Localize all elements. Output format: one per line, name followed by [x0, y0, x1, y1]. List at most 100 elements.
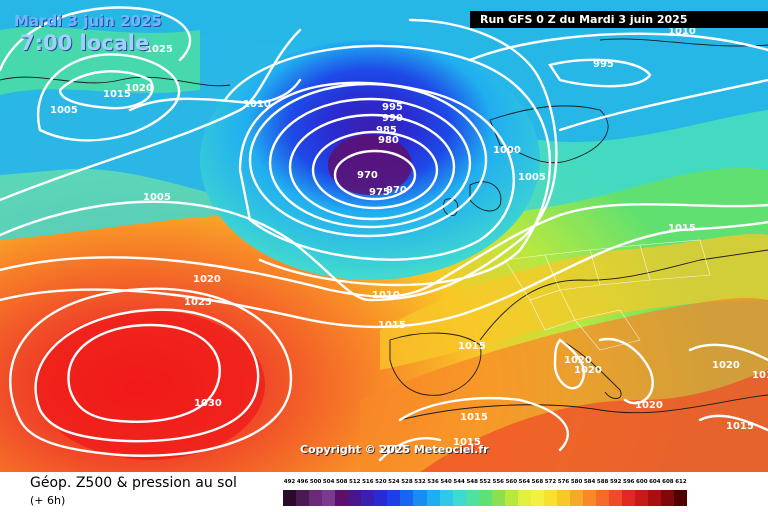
isobar-1015-greenland	[36, 53, 181, 142]
coast-arctic	[599, 38, 768, 47]
scale-swatch	[413, 490, 427, 506]
isobar-label: 995	[382, 102, 403, 113]
scale-swatch	[465, 490, 479, 506]
isobar-995-arctic	[548, 58, 652, 88]
isobar-1025	[34, 308, 260, 443]
isobar-label: 1020	[564, 355, 592, 366]
scale-value: 504	[322, 479, 335, 485]
legend-footer: Géop. Z500 & pression au sol (+ 6h) 492 4…	[0, 472, 768, 512]
scale-value: 604	[649, 479, 661, 485]
weather-map: 1025 1015 1020 1005 1010 995 990 985 980…	[0, 0, 768, 472]
scale-swatch	[478, 490, 492, 506]
isobar-985	[268, 97, 472, 229]
field-red-south	[420, 370, 768, 472]
scale-swatch	[374, 490, 388, 506]
isobar-label: 1020	[635, 400, 663, 411]
scale-swatch	[335, 490, 349, 506]
scale-swatch	[648, 490, 662, 506]
scale-value: 508	[335, 479, 348, 485]
scale-value: 544	[453, 479, 465, 485]
isobar-label: 990	[382, 113, 403, 124]
scale-value: 500	[309, 479, 322, 485]
scale-value: 600	[636, 479, 648, 485]
scale-value: 540	[440, 479, 452, 485]
scale-swatch	[348, 490, 362, 506]
isobar-1020-balkan	[598, 337, 654, 405]
isobar-980	[288, 113, 456, 221]
isobar-label: 1010	[668, 26, 696, 37]
isobar-1000	[223, 44, 552, 287]
isobar-1025-greenland	[0, 6, 192, 72]
footer-title: Géop. Z500 & pression au sol	[30, 475, 237, 491]
coast-iberia	[389, 332, 482, 396]
scale-value: 512	[349, 479, 361, 485]
copyright: Copyright © 2025 Meteociel.fr	[300, 443, 489, 456]
field-greenland-green	[0, 27, 200, 95]
coastlines	[0, 38, 768, 421]
scale-value: 536	[427, 479, 439, 485]
scale-value: 576	[557, 479, 570, 485]
isobar-label: 1010	[752, 370, 768, 381]
scale-swatch	[609, 490, 623, 506]
isobar-1020-greenland	[58, 70, 154, 110]
isobar-1010-north	[128, 78, 302, 112]
scale-value: 548	[466, 479, 478, 485]
isobar-label: 1020	[125, 83, 153, 94]
field-yellow-band	[380, 233, 768, 370]
isobar-label: 1005	[143, 192, 171, 203]
color-scale-bar	[283, 490, 753, 506]
scale-swatch	[491, 490, 505, 506]
coast-europe	[479, 249, 768, 341]
isobar-label: 985	[376, 125, 397, 136]
isobar-label: 1015	[458, 341, 486, 352]
coast-italy	[559, 339, 622, 399]
isobar-1005b	[0, 28, 768, 202]
scale-swatch	[596, 490, 610, 506]
scale-value: 524	[388, 479, 400, 485]
scale-value: 588	[596, 479, 609, 485]
scale-value: 556	[492, 479, 505, 485]
run-banner: Run GFS 0 Z du Mardi 3 juin 2025	[470, 11, 768, 28]
isobar-1030	[67, 323, 221, 423]
scale-swatch	[400, 490, 414, 506]
scale-value: 568	[531, 479, 544, 485]
scale-value: 492	[283, 479, 296, 485]
isobar-label: 970	[386, 185, 407, 196]
map-canvas: 1025 1015 1020 1005 1010 995 990 985 980…	[0, 0, 768, 472]
scale-swatch	[322, 490, 336, 506]
isobar-label: 975	[369, 187, 390, 198]
scale-swatch	[283, 490, 297, 506]
map-local-time: 7:00 locale	[20, 31, 150, 55]
isobar-label: 980	[378, 135, 399, 146]
scale-swatch	[543, 490, 557, 506]
isobar-975	[311, 130, 439, 210]
scale-swatch	[426, 490, 440, 506]
scale-swatch	[452, 490, 466, 506]
isobar-label: 970	[357, 170, 378, 181]
color-scale-labels: 492 496 500 504 508 512 516 520 524 528 532 536 540 5…	[283, 479, 753, 488]
scale-swatch	[635, 490, 649, 506]
footer-subtitle: (+ 6h)	[30, 494, 66, 507]
isobar-label: 1015	[726, 421, 754, 432]
map-date: Mardi 3 juin 2025	[14, 12, 162, 30]
scale-value: 608	[662, 479, 674, 485]
isobar-1010	[0, 203, 768, 298]
scale-swatch	[661, 490, 675, 506]
isobar-1020-italy	[553, 338, 586, 390]
scale-value: 552	[479, 479, 491, 485]
coast-scandinavia	[489, 105, 609, 164]
isobar-1020	[9, 287, 293, 457]
scale-swatch	[674, 490, 688, 506]
isobar-label: 1020	[574, 365, 602, 376]
color-scale: 492 496 500 504 508 512 516 520 524 528 532 536 540 5…	[283, 479, 753, 506]
isobar-995	[238, 81, 515, 261]
isobars	[0, 6, 768, 462]
scale-value: 528	[401, 479, 413, 485]
scale-value: 592	[609, 479, 622, 485]
scale-value: 516	[362, 479, 374, 485]
scale-swatch	[530, 490, 544, 506]
isobar-1020-east	[688, 343, 768, 432]
isobar-label: 995	[593, 59, 614, 70]
scale-value: 612	[675, 479, 687, 485]
scale-value: 596	[623, 479, 635, 485]
